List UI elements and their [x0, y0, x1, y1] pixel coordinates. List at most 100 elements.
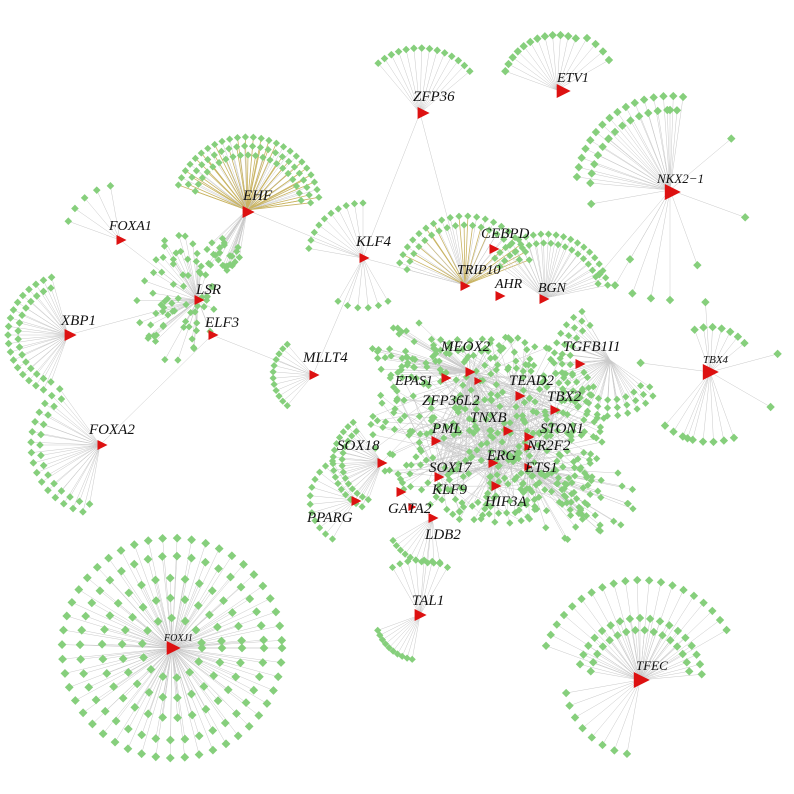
target-node — [316, 524, 324, 532]
edge — [95, 647, 173, 701]
target-node — [270, 380, 278, 389]
target-node — [496, 248, 504, 257]
target-node — [425, 44, 434, 53]
target-node — [473, 425, 481, 433]
edge — [434, 337, 518, 441]
edge — [278, 374, 314, 397]
target-node — [59, 625, 68, 635]
target-node — [491, 254, 499, 262]
target-node — [272, 355, 280, 364]
target-node — [717, 324, 726, 333]
target-node — [493, 391, 502, 400]
highlight-edge — [246, 202, 311, 211]
target-node — [460, 221, 468, 229]
target-node — [157, 301, 165, 309]
edge — [43, 280, 69, 336]
edge — [333, 461, 383, 471]
target-node — [290, 163, 299, 171]
target-node — [566, 506, 574, 514]
edge — [314, 232, 364, 259]
edge — [377, 614, 421, 631]
target-node — [279, 164, 287, 172]
tf-node-foxa2 — [97, 440, 108, 450]
target-node — [646, 383, 654, 391]
target-node — [524, 513, 532, 521]
edge — [347, 257, 364, 306]
target-node — [531, 343, 539, 351]
target-node — [196, 270, 204, 278]
target-node — [555, 379, 563, 387]
tf-node-trip10 — [460, 281, 471, 291]
target-node — [442, 423, 451, 431]
edge — [171, 647, 227, 744]
target-node — [187, 710, 197, 720]
edge — [278, 353, 314, 376]
target-node — [279, 143, 288, 151]
target-node — [152, 256, 160, 264]
target-node — [374, 345, 383, 354]
target-node — [631, 626, 640, 635]
target-node — [603, 404, 612, 412]
target-node — [553, 457, 561, 465]
target-node — [622, 393, 630, 401]
target-node — [393, 397, 401, 405]
edge — [273, 374, 314, 379]
target-node — [445, 343, 454, 352]
edge — [51, 277, 69, 336]
target-node — [506, 419, 514, 427]
target-node — [321, 462, 330, 470]
edge — [171, 548, 220, 649]
target-node — [138, 602, 148, 612]
target-node — [188, 335, 196, 343]
target-node — [562, 321, 571, 329]
edge — [192, 243, 199, 301]
edge — [163, 299, 199, 308]
edge — [397, 371, 471, 373]
target-node — [673, 626, 683, 636]
tf-node-lsr — [194, 295, 205, 305]
target-node — [493, 230, 501, 238]
target-node — [407, 461, 415, 469]
target-node — [284, 169, 292, 178]
edge — [36, 444, 101, 473]
edge — [431, 517, 434, 564]
edge — [573, 317, 611, 361]
target-node — [6, 314, 15, 322]
target-node — [50, 479, 58, 488]
highlight-edge — [246, 167, 308, 211]
target-node — [235, 253, 244, 261]
target-node — [27, 364, 35, 373]
edge — [435, 361, 496, 487]
edge — [120, 550, 173, 649]
target-node — [472, 405, 481, 413]
target-node — [513, 47, 523, 56]
target-node — [214, 544, 224, 554]
target-node — [151, 596, 161, 606]
target-node — [136, 319, 144, 327]
edge — [481, 351, 529, 443]
target-node — [467, 386, 475, 394]
target-node — [32, 370, 41, 378]
target-node — [577, 594, 586, 604]
target-node — [205, 610, 214, 620]
target-node — [143, 536, 153, 545]
target-node — [137, 749, 147, 759]
target-node — [525, 256, 533, 264]
target-node — [453, 336, 461, 344]
target-node — [604, 134, 613, 143]
target-node — [454, 347, 462, 355]
target-node — [687, 641, 696, 650]
target-node — [559, 610, 569, 620]
target-node — [470, 417, 478, 425]
target-node — [295, 169, 304, 177]
target-node — [354, 304, 362, 312]
target-node — [465, 343, 473, 351]
edge — [614, 189, 671, 286]
edge — [332, 499, 356, 540]
target-node — [494, 361, 502, 369]
edge — [171, 647, 279, 677]
target-node — [586, 248, 594, 256]
target-node — [499, 344, 507, 352]
target-node — [349, 418, 357, 426]
edge — [398, 51, 421, 114]
